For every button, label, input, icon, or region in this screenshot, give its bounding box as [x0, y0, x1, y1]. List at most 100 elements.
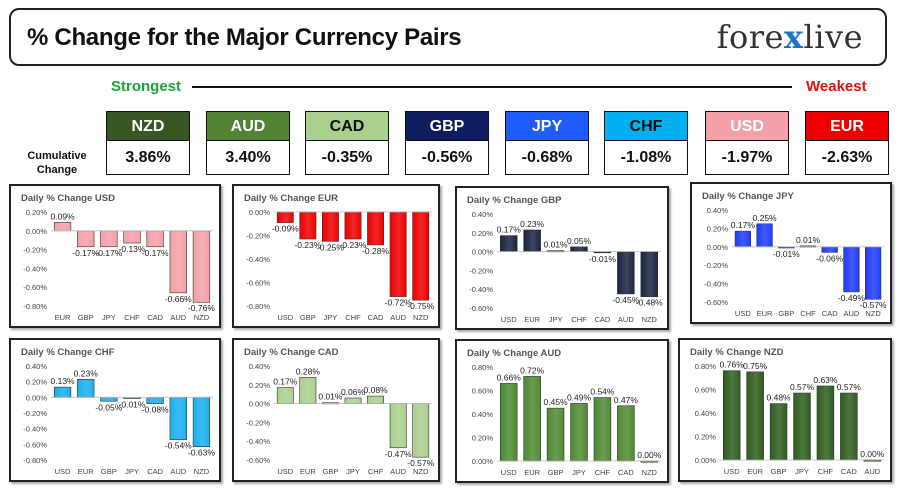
currency-name: AUD — [206, 111, 290, 141]
x-tick-label: CHF — [368, 467, 384, 476]
bar-chf — [816, 385, 835, 461]
chart-panel-4: Daily % Change CHF 0.40% 0.20% 0.00% -0.20% -… — [9, 338, 221, 482]
currency-name: EUR — [805, 111, 889, 141]
bar-value-label: -0.01% — [589, 254, 616, 264]
chart-svg: Daily % Change EUR 0.00% -0.20% -0.40% -0.60… — [244, 193, 435, 322]
bar-chf — [123, 230, 141, 244]
currency-box-eur: EUR -2.63% — [805, 111, 889, 175]
bar-value-label: 0.63% — [813, 375, 838, 385]
y-tick-label: -0.60% — [23, 283, 47, 292]
bar-value-label: 0.47% — [614, 395, 639, 405]
bar-cad — [617, 405, 635, 462]
currency-name: CHF — [604, 111, 688, 141]
bar-value-label: -0.06% — [816, 253, 843, 263]
bar-value-label: -0.09% — [272, 224, 299, 234]
x-tick-label: CAD — [822, 309, 838, 318]
strength-arrow-line — [192, 86, 792, 88]
x-tick-label: AUD — [618, 315, 634, 324]
currency-cumulative-value: -0.56% — [405, 141, 489, 175]
y-tick-label: -0.40% — [704, 280, 728, 289]
currency-name: GBP — [405, 111, 489, 141]
y-tick-label: -0.20% — [704, 261, 728, 270]
x-tick-label: CAD — [147, 313, 163, 322]
currency-box-gbp: GBP -0.56% — [405, 111, 489, 175]
bar-value-label: 0.00% — [637, 450, 662, 460]
logo-text-fore: fore — [716, 18, 784, 56]
bar-value-label: -0.66% — [165, 294, 192, 304]
y-tick-label: 0.00% — [695, 456, 717, 465]
currency-box-usd: USD -1.97% — [705, 111, 789, 175]
bar-nzd — [865, 246, 882, 300]
bar-eur — [77, 379, 95, 398]
bar-usd — [734, 230, 751, 248]
bar-value-label: 0.01% — [796, 235, 821, 245]
bar-value-label: 0.13% — [51, 376, 76, 386]
bar-value-label: 0.57% — [790, 382, 815, 392]
currency-name: USD — [705, 111, 789, 141]
chart-panel-7: Daily % Change NZD 0.80% 0.60% 0.40% 0.20% 0.… — [678, 338, 892, 482]
bar-aud — [843, 246, 860, 293]
x-tick-label: EUR — [757, 309, 773, 318]
bar-usd — [499, 383, 518, 462]
currency-cumulative-value: -0.68% — [505, 141, 589, 175]
x-tick-label: AUD — [390, 313, 406, 322]
y-tick-label: 0.40% — [249, 362, 271, 371]
x-tick-label: NZD — [413, 467, 429, 476]
bar-nzd — [412, 211, 430, 301]
bar-value-label: 0.06% — [341, 387, 366, 397]
bar-eur — [756, 223, 773, 248]
bar-jpy — [344, 397, 362, 404]
bar-cad — [367, 211, 384, 246]
x-tick-label: CHF — [595, 468, 611, 477]
currency-cumulative-value: 3.40% — [206, 141, 290, 175]
x-tick-label: CHF — [124, 313, 140, 322]
bar-eur — [523, 376, 541, 462]
x-tick-label: JPY — [346, 467, 360, 476]
bar-value-label: 0.57% — [837, 382, 862, 392]
x-tick-label: USD — [501, 468, 517, 477]
y-tick-label: 0.40% — [695, 409, 717, 418]
chart-svg: Daily % Change NZD 0.80% 0.60% 0.40% 0.20% 0.… — [690, 347, 885, 476]
x-tick-label: AUD — [170, 467, 186, 476]
bar-value-label: 0.72% — [520, 365, 545, 375]
x-tick-label: JPY — [572, 468, 586, 477]
y-tick-label: 0.40% — [472, 410, 494, 419]
page-title: % Change for the Major Currency Pairs — [27, 24, 462, 51]
bar-chf — [570, 246, 588, 252]
bar-cad — [840, 392, 858, 461]
y-tick-label: -0.20% — [23, 246, 47, 255]
x-tick-label: JPY — [102, 313, 116, 322]
bar-value-label: 0.01% — [544, 240, 569, 250]
x-tick-label: GBP — [778, 309, 794, 318]
y-tick-label: 0.00% — [472, 248, 494, 257]
y-tick-label: 0.40% — [26, 362, 48, 371]
bar-value-label: -0.45% — [612, 295, 639, 305]
x-tick-label: JPY — [795, 467, 809, 476]
x-tick-label: GBP — [101, 467, 117, 476]
x-tick-label: USD — [277, 467, 293, 476]
bar-value-label: 0.17% — [731, 220, 756, 230]
x-tick-label: EUR — [78, 467, 94, 476]
bar-value-label: -0.13% — [119, 244, 146, 254]
bar-value-label: -0.63% — [188, 448, 215, 458]
bar-value-label: -0.47% — [385, 449, 412, 459]
y-tick-label: -0.60% — [469, 304, 493, 313]
bar-value-label: -0.72% — [385, 298, 412, 308]
y-tick-label: 0.80% — [472, 363, 494, 372]
y-tick-label: -0.60% — [704, 298, 728, 307]
x-tick-label: USD — [277, 313, 293, 322]
bar-cad — [146, 230, 164, 248]
x-tick-label: GBP — [323, 467, 339, 476]
bar-value-label: 0.05% — [567, 236, 592, 246]
bar-value-label: -0.57% — [407, 458, 434, 468]
y-tick-label: -0.20% — [246, 418, 270, 427]
y-tick-label: 0.00% — [249, 400, 271, 409]
y-tick-label: -0.20% — [246, 232, 270, 241]
bar-value-label: -0.75% — [407, 301, 434, 311]
chart-title: Daily % Change USD — [21, 193, 115, 204]
x-tick-label: AUD — [390, 467, 406, 476]
x-tick-label: JPY — [324, 313, 338, 322]
x-tick-label: EUR — [524, 468, 540, 477]
forexlive-logo[interactable]: forexlive — [717, 18, 863, 56]
y-tick-label: 0.00% — [707, 243, 729, 252]
